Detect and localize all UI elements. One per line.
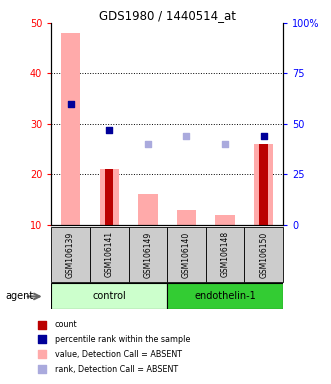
Bar	[215, 215, 235, 225]
Text: control: control	[92, 291, 126, 301]
Bar	[260, 144, 268, 225]
Text: value, Detection Call = ABSENT: value, Detection Call = ABSENT	[55, 349, 182, 359]
FancyBboxPatch shape	[90, 227, 128, 282]
Bar	[100, 169, 119, 225]
Text: GSM106148: GSM106148	[220, 231, 230, 278]
FancyBboxPatch shape	[244, 227, 283, 282]
Point	[39, 366, 44, 372]
FancyBboxPatch shape	[167, 227, 206, 282]
FancyBboxPatch shape	[206, 227, 244, 282]
Point	[39, 336, 44, 342]
FancyBboxPatch shape	[51, 283, 167, 309]
Text: agent: agent	[5, 291, 33, 301]
Point	[107, 127, 112, 133]
Point	[39, 351, 44, 357]
Text: GSM106150: GSM106150	[259, 231, 268, 278]
FancyBboxPatch shape	[128, 227, 167, 282]
Text: percentile rank within the sample: percentile rank within the sample	[55, 334, 190, 344]
Text: rank, Detection Call = ABSENT: rank, Detection Call = ABSENT	[55, 365, 178, 374]
Point	[184, 133, 189, 139]
Text: GSM106140: GSM106140	[182, 231, 191, 278]
Bar	[138, 194, 158, 225]
Bar	[254, 144, 273, 225]
Text: endothelin-1: endothelin-1	[194, 291, 256, 301]
Bar	[105, 169, 114, 225]
Text: GSM106149: GSM106149	[143, 231, 152, 278]
Point	[222, 141, 228, 147]
Text: count: count	[55, 320, 77, 329]
Text: GSM106139: GSM106139	[66, 231, 75, 278]
Point	[145, 141, 151, 147]
Point	[68, 101, 73, 107]
FancyBboxPatch shape	[51, 227, 90, 282]
Title: GDS1980 / 1440514_at: GDS1980 / 1440514_at	[99, 9, 236, 22]
Point	[39, 322, 44, 328]
Bar	[61, 33, 80, 225]
Bar	[177, 210, 196, 225]
Text: GSM106141: GSM106141	[105, 231, 114, 278]
Point	[261, 133, 266, 139]
FancyBboxPatch shape	[167, 283, 283, 309]
